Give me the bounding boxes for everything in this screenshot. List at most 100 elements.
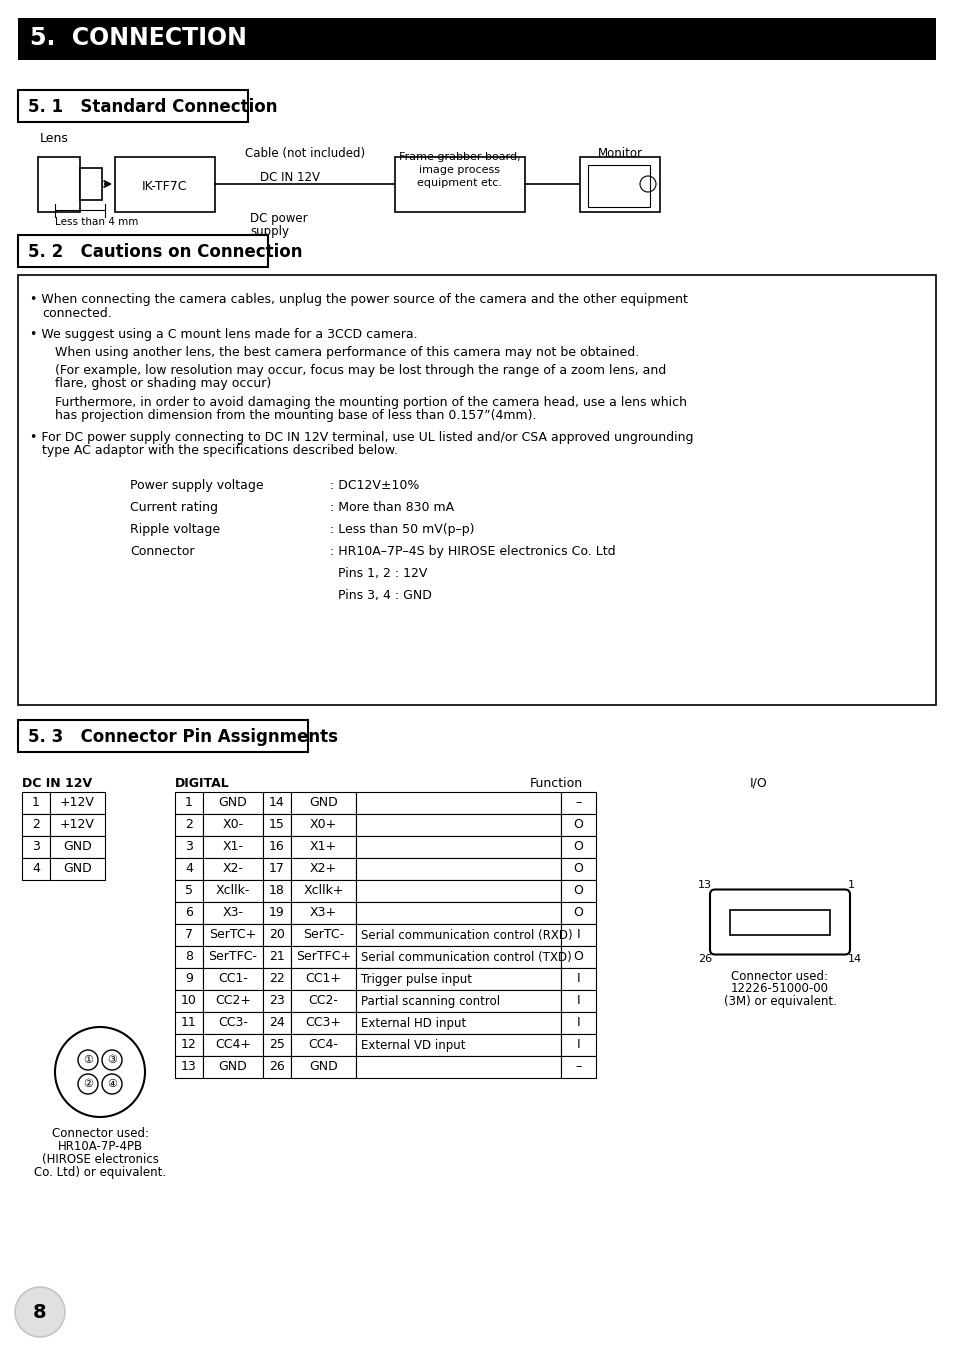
Text: I: I [576, 1017, 579, 1029]
Circle shape [15, 1287, 65, 1337]
Text: X3-: X3- [222, 906, 243, 919]
Text: 26: 26 [698, 955, 711, 964]
Text: image process: image process [419, 165, 500, 174]
Bar [18, 721, 308, 752]
Bar [263, 792, 291, 814]
Bar [355, 1034, 560, 1056]
Bar [50, 814, 105, 836]
Bar [203, 923, 263, 946]
Text: 13: 13 [698, 880, 711, 890]
Bar [560, 792, 596, 814]
Text: ③: ③ [107, 1055, 117, 1065]
Text: 7: 7 [185, 929, 193, 941]
Text: 8: 8 [185, 950, 193, 964]
Text: (3M) or equivalent.: (3M) or equivalent. [722, 995, 836, 1009]
Text: 4: 4 [185, 863, 193, 876]
Text: 14: 14 [847, 955, 862, 964]
Bar [263, 923, 291, 946]
Bar [18, 274, 935, 704]
Bar [560, 1056, 596, 1078]
Bar [355, 836, 560, 859]
Text: X0-: X0- [222, 818, 243, 831]
Bar [50, 836, 105, 859]
Bar [560, 902, 596, 923]
Text: CC3+: CC3+ [305, 1017, 341, 1029]
Bar [203, 1013, 263, 1034]
Bar [395, 157, 524, 212]
Text: ④: ④ [107, 1079, 117, 1088]
Bar [263, 836, 291, 859]
Text: I: I [576, 929, 579, 941]
Text: 1: 1 [847, 880, 854, 890]
Text: 23: 23 [269, 995, 285, 1007]
Text: Less than 4 mm: Less than 4 mm [55, 218, 138, 227]
Text: ①: ① [83, 1055, 92, 1065]
Bar [263, 880, 291, 902]
Bar [291, 1034, 355, 1056]
Text: SerTC-: SerTC- [303, 929, 344, 941]
Bar [560, 946, 596, 968]
Bar [263, 1034, 291, 1056]
Text: CC1+: CC1+ [305, 972, 341, 986]
Text: 16: 16 [269, 841, 285, 853]
Text: supply: supply [250, 224, 289, 238]
Text: External VD input: External VD input [360, 1038, 465, 1052]
Text: 2: 2 [32, 818, 40, 831]
Bar [355, 1056, 560, 1078]
Text: 12: 12 [181, 1038, 196, 1052]
Text: External HD input: External HD input [360, 1017, 466, 1029]
Text: : HR10A–7P–4S by HIROSE electronics Co. Ltd: : HR10A–7P–4S by HIROSE electronics Co. … [330, 545, 615, 558]
Text: DIGITAL: DIGITAL [174, 777, 230, 790]
Text: 5. 1   Standard Connection: 5. 1 Standard Connection [28, 97, 277, 116]
Text: ②: ② [83, 1079, 92, 1088]
Bar [560, 923, 596, 946]
Bar [174, 814, 203, 836]
Bar [579, 157, 659, 212]
Bar [560, 968, 596, 990]
Text: Pins 3, 4 : GND: Pins 3, 4 : GND [330, 589, 432, 602]
Text: Xcllk+: Xcllk+ [303, 884, 343, 898]
Bar [203, 880, 263, 902]
Text: Power supply voltage: Power supply voltage [130, 479, 263, 492]
Bar [263, 946, 291, 968]
Bar [115, 157, 214, 212]
Text: Furthermore, in order to avoid damaging the mounting portion of the camera head,: Furthermore, in order to avoid damaging … [55, 396, 686, 410]
Text: (For example, low resolution may occur, focus may be lost through the range of a: (For example, low resolution may occur, … [55, 364, 665, 377]
Text: equipment etc.: equipment etc. [417, 178, 502, 188]
Text: O: O [573, 863, 583, 876]
Text: GND: GND [218, 796, 247, 810]
Bar [355, 1013, 560, 1034]
Bar [291, 946, 355, 968]
Bar [355, 990, 560, 1013]
Bar [291, 792, 355, 814]
Bar [355, 859, 560, 880]
Text: CC1-: CC1- [218, 972, 248, 986]
Bar [22, 836, 50, 859]
Text: GND: GND [309, 796, 337, 810]
Text: Frame grabber board,: Frame grabber board, [398, 151, 520, 162]
Bar [560, 990, 596, 1013]
Text: GND: GND [309, 1060, 337, 1073]
Bar [203, 814, 263, 836]
Text: CC2-: CC2- [308, 995, 338, 1007]
Text: 5. 3   Connector Pin Assignments: 5. 3 Connector Pin Assignments [28, 727, 337, 746]
Bar [560, 836, 596, 859]
Bar [18, 91, 248, 122]
Text: IK-TF7C: IK-TF7C [142, 180, 188, 193]
Text: X2+: X2+ [310, 863, 336, 876]
Text: 5.  CONNECTION: 5. CONNECTION [30, 26, 247, 50]
Text: 6: 6 [185, 906, 193, 919]
Bar [263, 968, 291, 990]
Bar [355, 902, 560, 923]
Text: O: O [573, 818, 583, 831]
Text: • We suggest using a C mount lens made for a 3CCD camera.: • We suggest using a C mount lens made f… [30, 329, 417, 341]
Text: SerTFC-: SerTFC- [209, 950, 257, 964]
Bar [560, 1034, 596, 1056]
Text: I/O: I/O [749, 777, 767, 790]
Text: 3: 3 [32, 841, 40, 853]
Text: Serial communication control (RXD): Serial communication control (RXD) [360, 929, 572, 941]
Bar [18, 18, 935, 59]
Text: 24: 24 [269, 1017, 285, 1029]
Bar [291, 968, 355, 990]
Bar [174, 923, 203, 946]
